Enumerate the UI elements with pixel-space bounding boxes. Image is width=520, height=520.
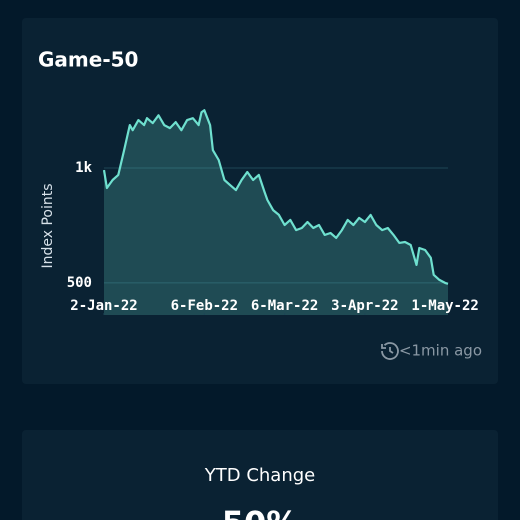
ytd-card	[22, 430, 498, 520]
x-tick-label: 6-Mar-22	[251, 298, 318, 314]
chart-title: Game-50	[38, 48, 138, 72]
y-axis-label: Index Points	[40, 183, 56, 268]
y-tick-label: 1k	[75, 160, 92, 176]
x-tick-label: 3-Apr-22	[331, 298, 398, 314]
x-tick-label: 2-Jan-22	[70, 298, 137, 314]
ytd-title: YTD Change	[204, 465, 316, 486]
status-text: <1min ago	[399, 342, 482, 360]
y-tick-label: 500	[67, 275, 92, 291]
ytd-value: 50%	[222, 504, 299, 520]
x-tick-label: 6-Feb-22	[171, 298, 238, 314]
x-tick-label: 1-May-22	[411, 298, 478, 314]
refresh-icon	[381, 342, 399, 360]
line	[102, 109, 449, 285]
chart-card	[22, 18, 498, 384]
